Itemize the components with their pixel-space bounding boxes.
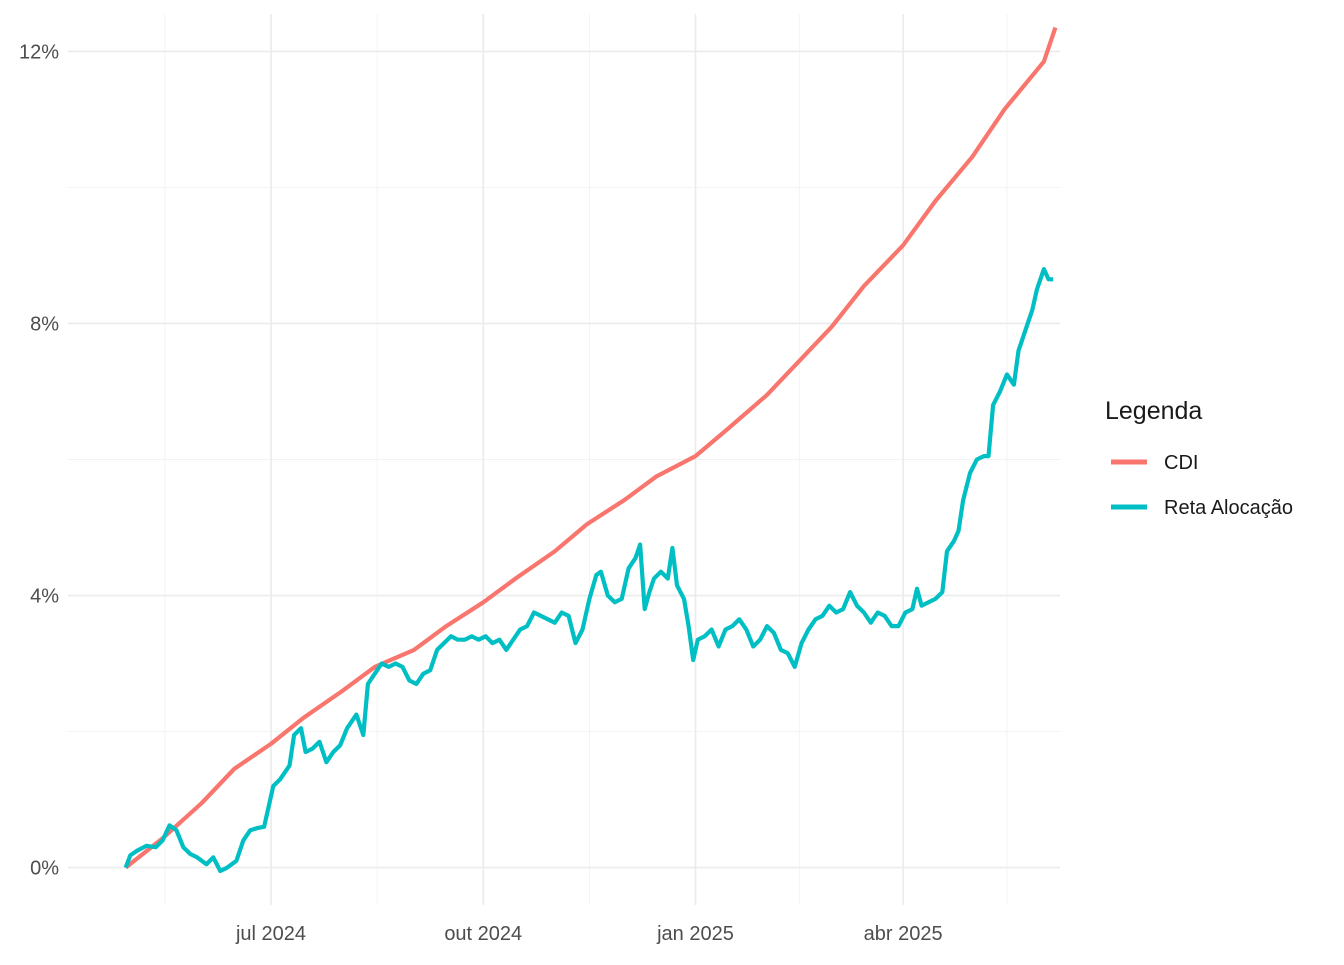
series-lines [123,26,1058,874]
series-line-reta-alocacao [123,267,1054,874]
series-line-cdi [124,26,1058,870]
grid [68,14,1060,905]
legend-title: Legenda [1105,397,1202,425]
x-tick-label: jan 2025 [656,923,734,945]
legend-label-reta-alocacao: Reta Alocação [1164,497,1293,519]
x-tick-label: abr 2025 [864,923,943,945]
x-tick-label: jul 2024 [235,923,306,945]
x-axis: jul 2024 out 2024 jan 2025 abr 2025 [235,923,943,945]
legend-label-cdi: CDI [1164,452,1198,474]
y-tick-label: 8% [30,313,59,335]
legend: Legenda CDI Reta Alocação [1105,397,1293,519]
y-tick-label: 12% [19,41,59,63]
y-tick-label: 4% [30,586,59,608]
y-tick-label: 0% [30,858,59,880]
x-tick-label: out 2024 [444,923,522,945]
y-axis: 0% 4% 8% 12% [19,41,59,879]
